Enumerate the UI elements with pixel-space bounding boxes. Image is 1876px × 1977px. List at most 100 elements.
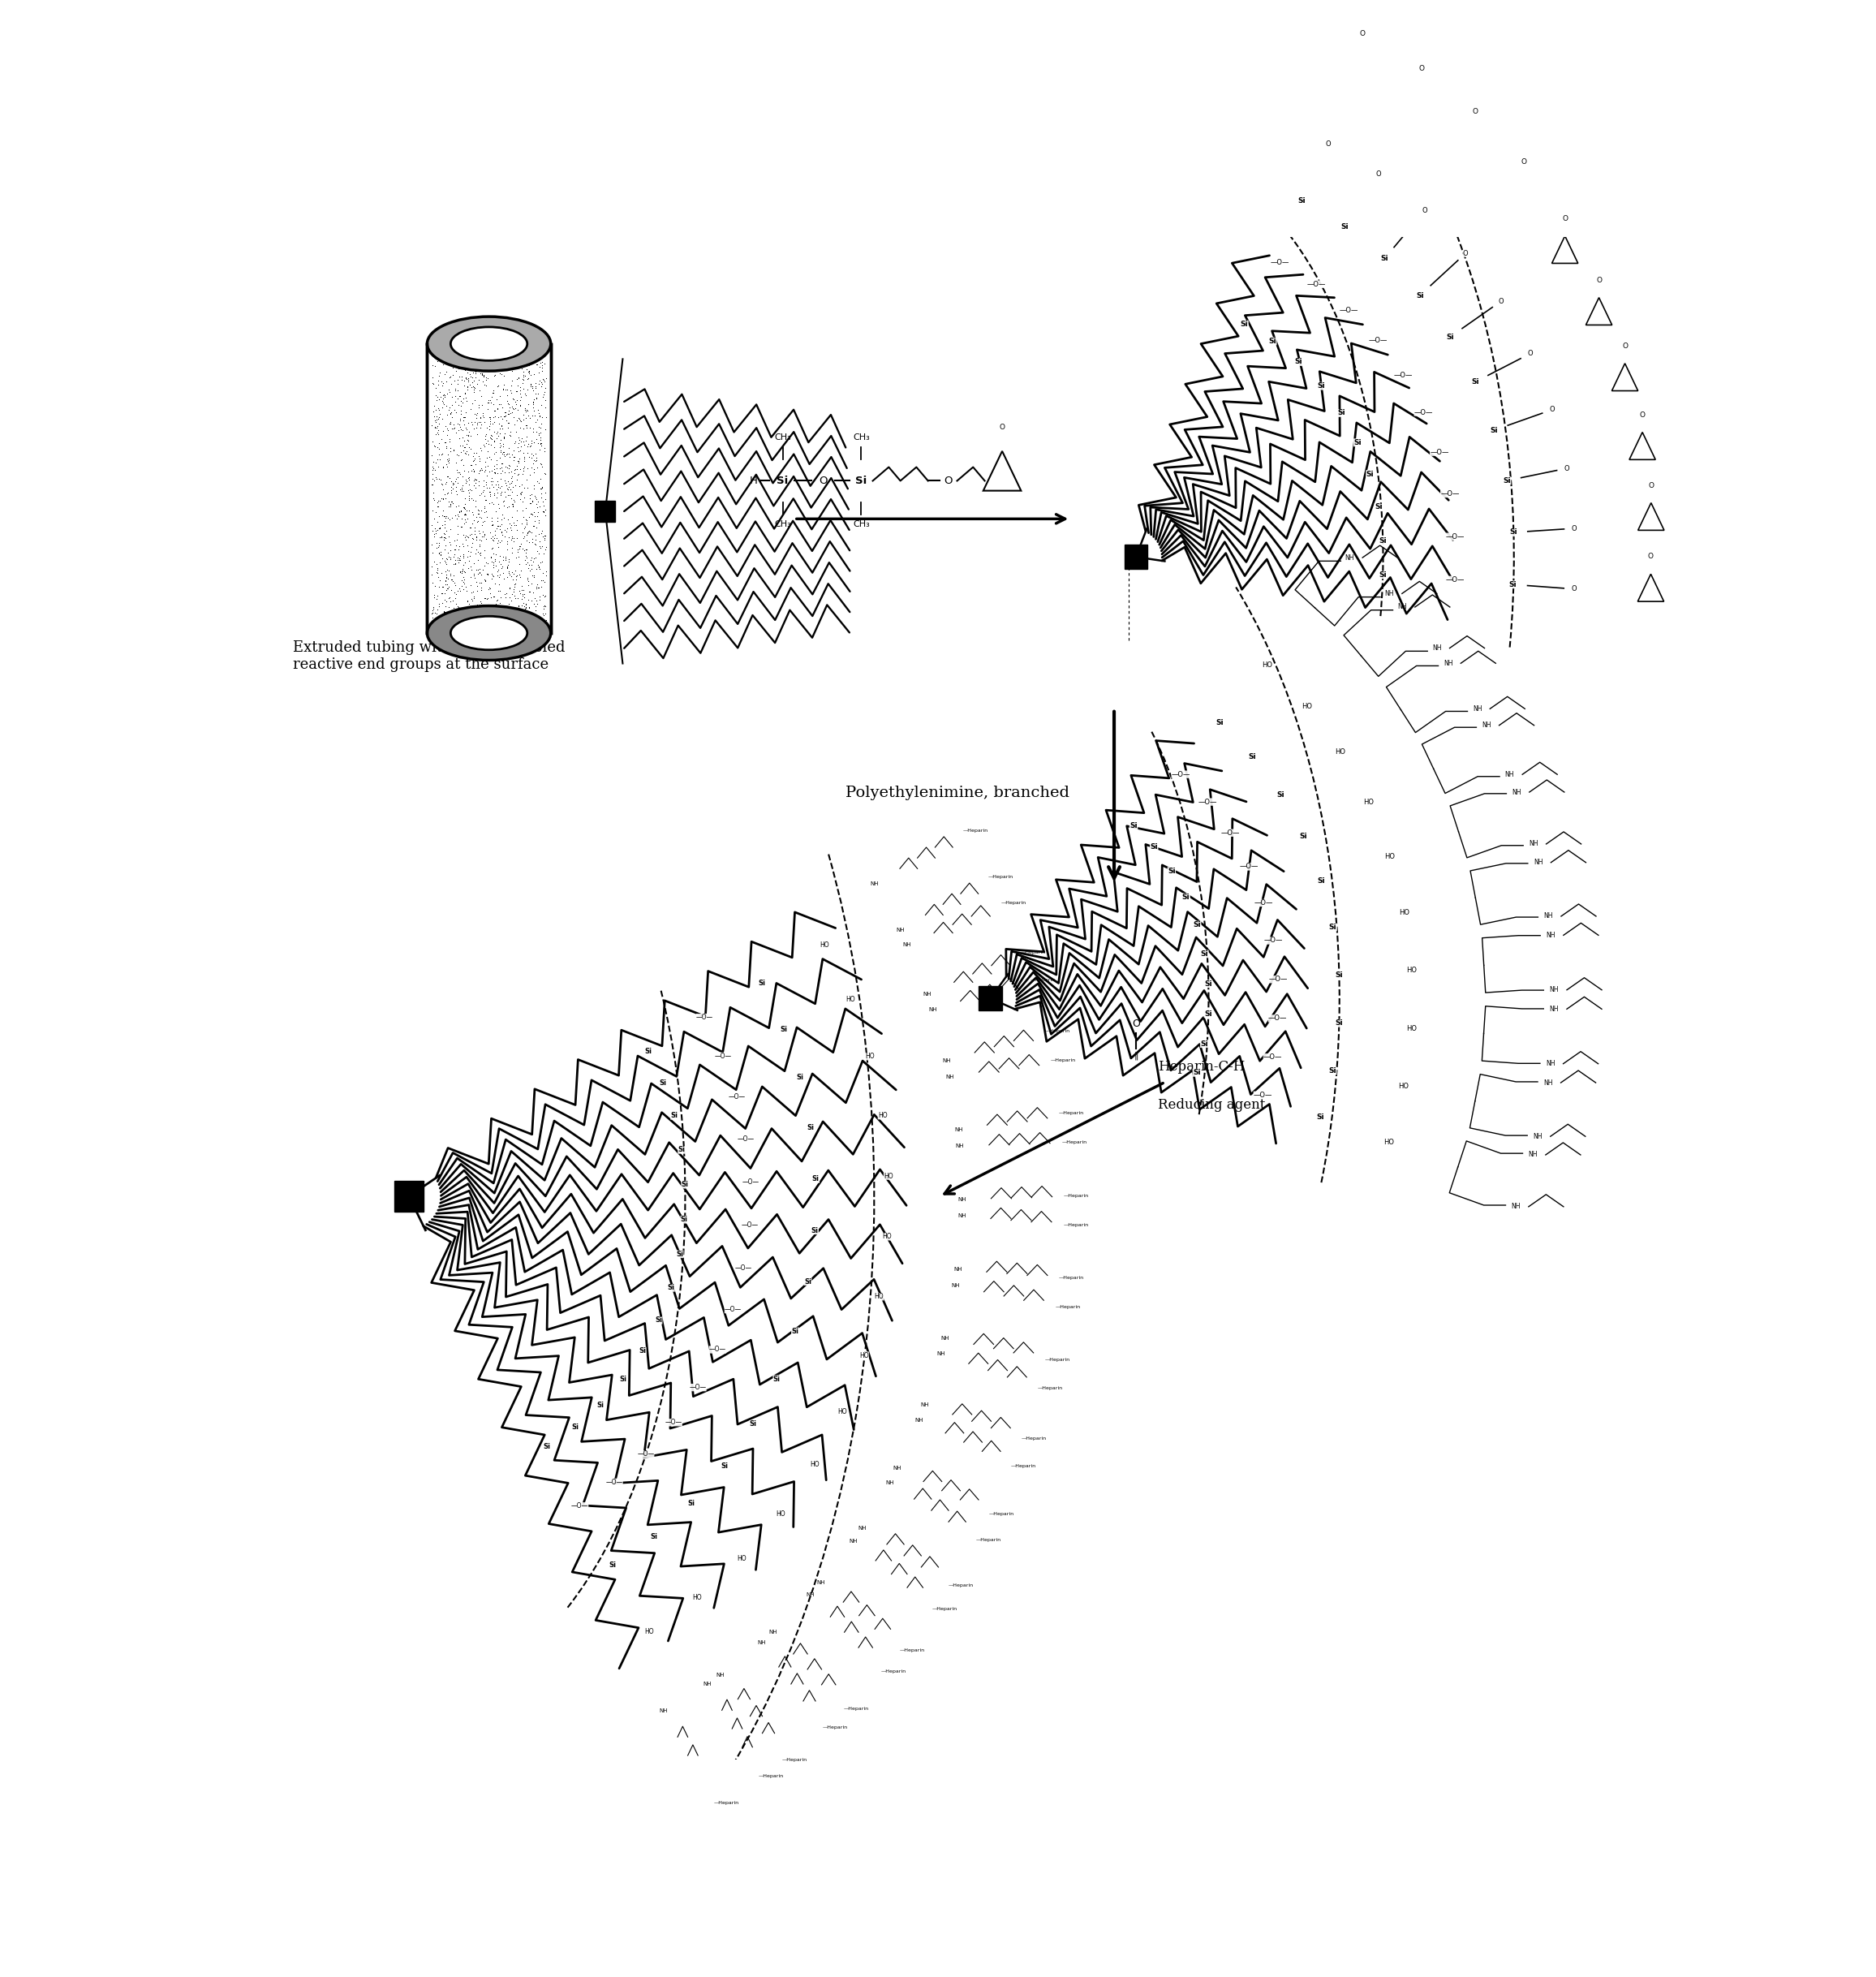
Point	[512, 354, 542, 386]
Text: O: O	[1463, 249, 1469, 257]
Point	[445, 332, 475, 364]
Point	[503, 591, 533, 623]
Point	[469, 431, 499, 463]
Point	[418, 591, 448, 623]
Point	[467, 382, 497, 413]
Point	[508, 579, 538, 611]
Point	[430, 597, 460, 629]
Point	[478, 376, 508, 407]
Point	[486, 478, 516, 510]
Point	[493, 599, 523, 631]
Point	[443, 382, 473, 413]
Point	[531, 591, 561, 623]
Point	[461, 591, 492, 623]
Point	[505, 372, 535, 403]
Point	[499, 510, 529, 542]
Point	[435, 407, 465, 439]
Point	[448, 469, 478, 500]
Point	[512, 421, 542, 453]
Point	[426, 376, 456, 407]
Point	[452, 530, 482, 561]
Point	[492, 336, 522, 368]
Point	[454, 362, 484, 393]
Point	[469, 520, 499, 552]
Point	[422, 382, 452, 413]
Point	[439, 567, 469, 599]
Point	[463, 445, 493, 476]
Point	[478, 344, 508, 376]
Point	[426, 439, 456, 471]
Point	[460, 484, 490, 516]
Point	[508, 573, 538, 605]
Point	[443, 461, 473, 492]
Point	[497, 577, 527, 609]
Point	[478, 532, 508, 563]
Point	[448, 556, 478, 587]
Point	[522, 524, 552, 556]
Point	[465, 554, 495, 585]
Point	[435, 581, 465, 613]
Point	[454, 425, 484, 457]
Point	[445, 544, 475, 575]
Point	[501, 504, 531, 536]
Point	[486, 478, 516, 510]
Point	[475, 441, 505, 473]
Point	[460, 512, 490, 544]
Point	[448, 382, 478, 413]
Point	[418, 368, 448, 399]
Point	[465, 358, 495, 389]
Text: O: O	[1131, 1018, 1141, 1028]
Point	[505, 425, 535, 457]
Point	[495, 473, 525, 504]
Point	[452, 419, 482, 451]
Point	[422, 561, 452, 593]
Point	[523, 427, 553, 459]
Point	[441, 395, 471, 427]
Point	[507, 528, 537, 559]
Point	[445, 575, 475, 607]
Point	[433, 334, 463, 366]
Point	[443, 467, 473, 498]
Point	[507, 346, 537, 378]
Point	[446, 474, 477, 506]
Point	[439, 593, 469, 625]
Point	[426, 601, 456, 633]
Point	[480, 344, 510, 376]
Point	[424, 500, 454, 532]
Point	[460, 558, 490, 589]
Point	[505, 577, 535, 609]
Point	[439, 500, 469, 532]
Point	[531, 401, 561, 433]
Point	[433, 439, 463, 471]
Point	[482, 528, 512, 559]
Point	[478, 437, 508, 469]
Point	[448, 540, 478, 571]
Point	[516, 368, 546, 399]
Point	[437, 368, 467, 399]
Text: Si: Si	[812, 1176, 820, 1182]
Point	[477, 423, 507, 455]
Point	[508, 587, 538, 619]
Point	[514, 514, 544, 546]
Bar	[1124, 546, 1148, 569]
Point	[501, 336, 531, 368]
Point	[482, 559, 512, 591]
Point	[495, 391, 525, 423]
Point	[439, 469, 469, 500]
Point	[441, 548, 471, 579]
Point	[525, 473, 555, 504]
Point	[514, 526, 544, 558]
Point	[431, 356, 461, 387]
Point	[446, 413, 477, 445]
Point	[499, 573, 529, 605]
Point	[497, 352, 527, 384]
Point	[475, 599, 505, 631]
Point	[518, 447, 548, 478]
Point	[492, 439, 522, 471]
Point	[465, 358, 495, 389]
Point	[416, 494, 446, 526]
Point	[445, 459, 475, 490]
Point	[431, 554, 461, 585]
Point	[520, 342, 550, 374]
Point	[452, 494, 482, 526]
